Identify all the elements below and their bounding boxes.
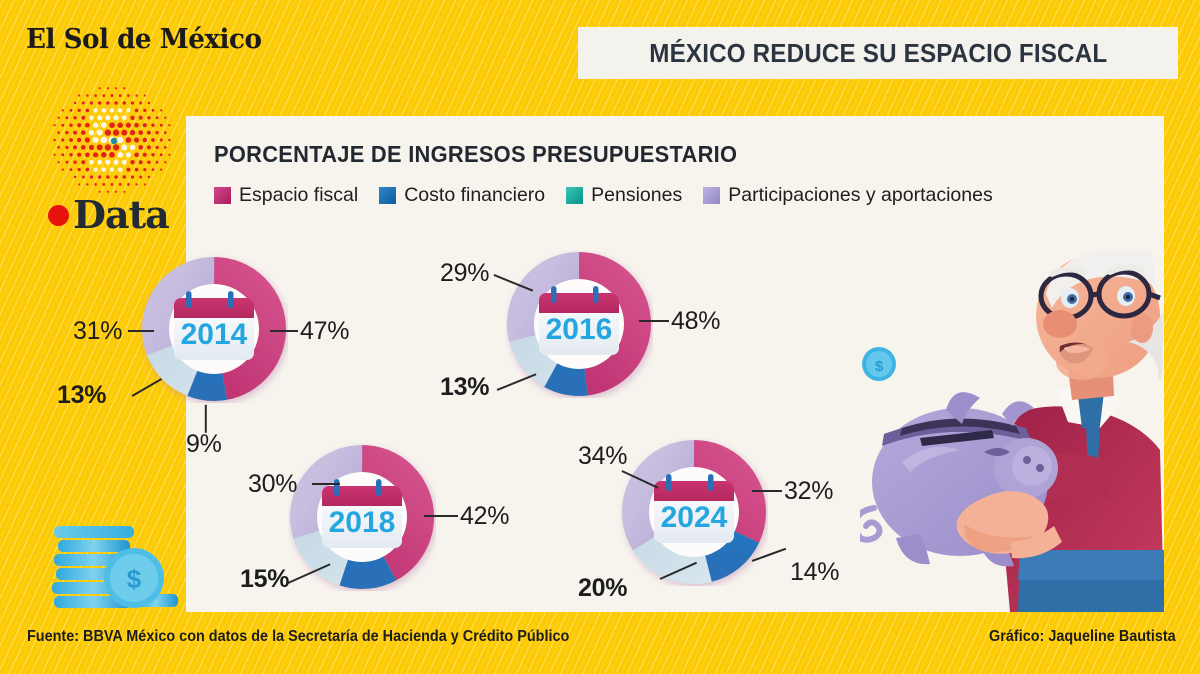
calendar-icon-2014: 2014 (174, 291, 254, 360)
chart-title: PORCENTAJE DE INGRESOS PRESUPUESTARIO (214, 141, 738, 167)
leader-line (752, 490, 782, 492)
leader-line (128, 330, 154, 332)
donut-chart-2018: 2018 (288, 443, 436, 591)
data-logo: Data (34, 76, 204, 236)
legend-item-costo-financiero: Costo financiero (379, 184, 545, 207)
leader-line (312, 483, 340, 485)
legend-item-espacio-fiscal: Espacio fiscal (214, 184, 358, 207)
donut-chart-2024: 2024 (620, 438, 768, 586)
svg-text:$: $ (127, 564, 142, 594)
footer-credit: Gráfico: Jaqueline Bautista (989, 628, 1176, 645)
headline-bar: MÉXICO REDUCE SU ESPACIO FISCAL (578, 27, 1178, 79)
calendar-icon-2024: 2024 (654, 474, 734, 543)
data-wordmark: Data (48, 192, 170, 237)
label-2016-participaciones: 29% (440, 259, 490, 287)
donut-chart-2016: 2016 (505, 250, 653, 398)
label-2016-espacio-fiscal: 48% (671, 307, 721, 335)
halftone-circle-icon (53, 87, 171, 193)
label-2024-espacio-fiscal: 32% (784, 477, 834, 505)
label-2018-pensiones: 15% (240, 565, 290, 593)
coin-stack-icon: $ (52, 526, 178, 608)
legend-item-participaciones: Participaciones y aportaciones (703, 184, 993, 207)
data-logo-dot-icon (48, 204, 69, 226)
calendar-year-2014: 2014 (181, 318, 248, 351)
legend-label: Participaciones y aportaciones (728, 184, 993, 206)
footer-source: Fuente: BBVA México con datos de la Secr… (27, 628, 570, 645)
calendar-icon-2016: 2016 (539, 286, 619, 355)
data-logo-text: Data (73, 192, 170, 237)
legend-label: Costo financiero (404, 184, 546, 206)
leader-line (424, 515, 458, 517)
legend-swatch-icon (379, 187, 397, 204)
leader-line (205, 404, 207, 433)
label-2018-participaciones: 30% (248, 470, 298, 498)
page-title: MÉXICO REDUCE SU ESPACIO FISCAL (648, 37, 1108, 68)
label-2024-participaciones: 34% (578, 442, 628, 470)
legend-item-pensiones: Pensiones (566, 184, 682, 207)
label-2014-espacio-fiscal: 47% (300, 317, 350, 345)
legend-label: Pensiones (591, 184, 683, 206)
label-2018-espacio-fiscal: 42% (460, 502, 510, 530)
calendar-year-2016: 2016 (546, 313, 613, 346)
leader-line (639, 320, 669, 322)
legend-swatch-icon (703, 187, 721, 204)
label-2014-pensiones: 13% (57, 381, 107, 409)
label-2016-pensiones: 13% (440, 373, 490, 401)
calendar-year-2024: 2024 (661, 501, 728, 534)
label-2014-participaciones: 31% (73, 317, 123, 345)
calendar-icon-2018: 2018 (322, 479, 402, 548)
chart-legend: Espacio fiscal Costo financiero Pensione… (214, 184, 993, 207)
label-2014-costo: 9% (186, 430, 222, 458)
legend-swatch-icon (566, 187, 584, 204)
label-2024-pensiones: 20% (578, 574, 628, 602)
label-2024-costo: 14% (790, 558, 840, 586)
legend-swatch-icon (214, 187, 231, 204)
calendar-year-2018: 2018 (329, 506, 396, 539)
donut-chart-2014: 2014 (140, 255, 288, 403)
legend-label: Espacio fiscal (239, 184, 359, 206)
masthead-logo: El Sol de México (26, 24, 262, 55)
leader-line (270, 330, 298, 332)
